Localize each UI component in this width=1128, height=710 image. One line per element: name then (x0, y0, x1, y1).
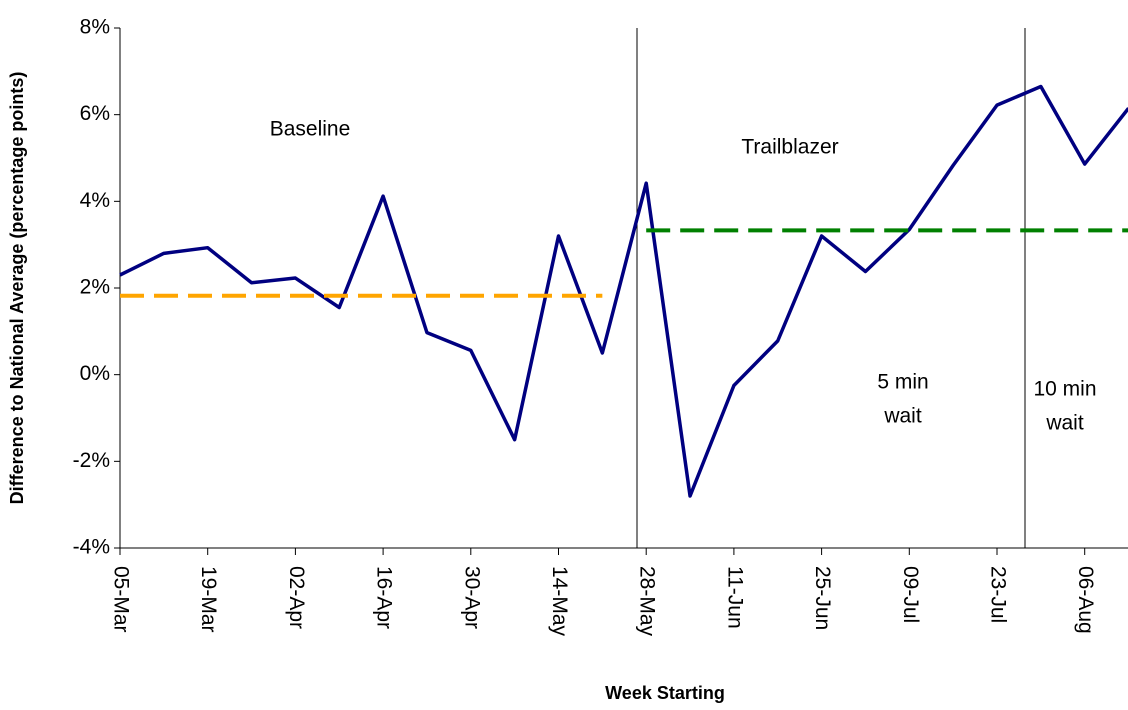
x-tick-label: 23-Jul (986, 566, 1009, 623)
x-tick-label: 28-May (636, 566, 659, 637)
annotation: Baseline (270, 118, 351, 141)
annotation: Trailblazer (741, 136, 838, 159)
x-tick-label: 16-Apr (373, 566, 396, 629)
x-tick-label: 11-Jun (723, 566, 746, 629)
data-line (119, 84, 1128, 498)
y-tick-label: 0% (80, 362, 110, 385)
y-tick-label: 2% (80, 276, 110, 299)
x-tick-label: 02-Apr (285, 566, 308, 629)
y-tick-label: -4% (73, 536, 110, 559)
x-tick-label: 30-Apr (460, 566, 483, 629)
y-axis-title: Difference to National Average (percenta… (7, 72, 27, 505)
x-tick-label: 05-Mar (109, 566, 132, 633)
x-tick-label: 19-Mar (197, 566, 220, 633)
y-tick-label: 8% (80, 16, 110, 39)
x-tick-label: 09-Jul (899, 566, 922, 623)
annotation: wait (883, 405, 922, 428)
x-axis-title: Week Starting (605, 683, 725, 703)
annotation: 10 min (1033, 378, 1096, 401)
annotation: 5 min (877, 371, 928, 394)
y-tick-label: 4% (80, 189, 110, 212)
x-tick-label: 25-Jun (811, 566, 834, 630)
y-tick-label: -2% (73, 449, 110, 472)
annotation: wait (1045, 412, 1084, 435)
x-tick-label: 14-May (548, 566, 571, 637)
y-tick-label: 6% (80, 102, 110, 125)
x-tick-label: 06-Aug (1074, 566, 1097, 634)
